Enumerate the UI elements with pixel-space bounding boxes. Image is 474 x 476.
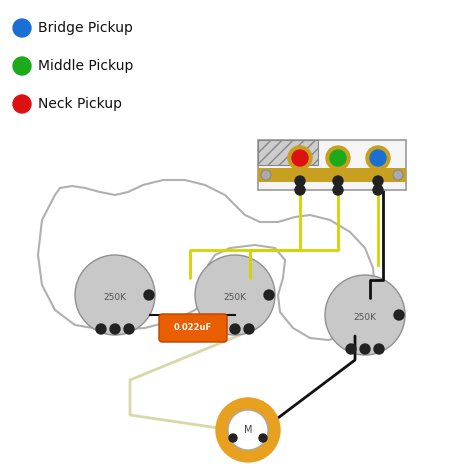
- Circle shape: [394, 310, 404, 320]
- Text: 0.022uF: 0.022uF: [174, 324, 212, 333]
- Circle shape: [13, 95, 31, 113]
- Circle shape: [360, 344, 370, 354]
- Circle shape: [292, 150, 308, 166]
- Circle shape: [295, 176, 305, 186]
- Circle shape: [333, 176, 343, 186]
- Circle shape: [330, 150, 346, 166]
- Circle shape: [259, 434, 267, 442]
- Circle shape: [288, 146, 312, 170]
- Circle shape: [370, 150, 386, 166]
- Text: 250K: 250K: [224, 292, 246, 301]
- Circle shape: [393, 170, 403, 180]
- Circle shape: [144, 290, 154, 300]
- Circle shape: [244, 324, 254, 334]
- Circle shape: [216, 398, 280, 462]
- Circle shape: [13, 19, 31, 37]
- FancyBboxPatch shape: [258, 140, 406, 190]
- Circle shape: [264, 290, 274, 300]
- Circle shape: [229, 434, 237, 442]
- Text: 250K: 250K: [103, 292, 127, 301]
- Circle shape: [346, 344, 356, 354]
- Circle shape: [13, 57, 31, 75]
- Circle shape: [124, 324, 134, 334]
- Text: Middle Pickup: Middle Pickup: [38, 59, 133, 73]
- Circle shape: [373, 176, 383, 186]
- Circle shape: [75, 255, 155, 335]
- Text: M: M: [244, 425, 252, 435]
- FancyBboxPatch shape: [341, 299, 389, 339]
- Circle shape: [230, 324, 240, 334]
- Circle shape: [96, 324, 106, 334]
- Circle shape: [325, 275, 405, 355]
- Circle shape: [295, 185, 305, 195]
- Circle shape: [216, 324, 226, 334]
- FancyBboxPatch shape: [91, 279, 139, 319]
- Circle shape: [228, 410, 268, 450]
- Circle shape: [333, 185, 343, 195]
- FancyBboxPatch shape: [258, 140, 318, 165]
- Circle shape: [261, 170, 271, 180]
- Circle shape: [373, 185, 383, 195]
- Circle shape: [326, 146, 350, 170]
- Circle shape: [195, 255, 275, 335]
- FancyBboxPatch shape: [258, 168, 406, 181]
- Text: Neck Pickup: Neck Pickup: [38, 97, 122, 111]
- FancyBboxPatch shape: [159, 314, 227, 342]
- FancyBboxPatch shape: [211, 279, 259, 319]
- Text: Bridge Pickup: Bridge Pickup: [38, 21, 133, 35]
- Circle shape: [374, 344, 384, 354]
- Circle shape: [110, 324, 120, 334]
- Text: 250K: 250K: [354, 313, 376, 321]
- Circle shape: [366, 146, 390, 170]
